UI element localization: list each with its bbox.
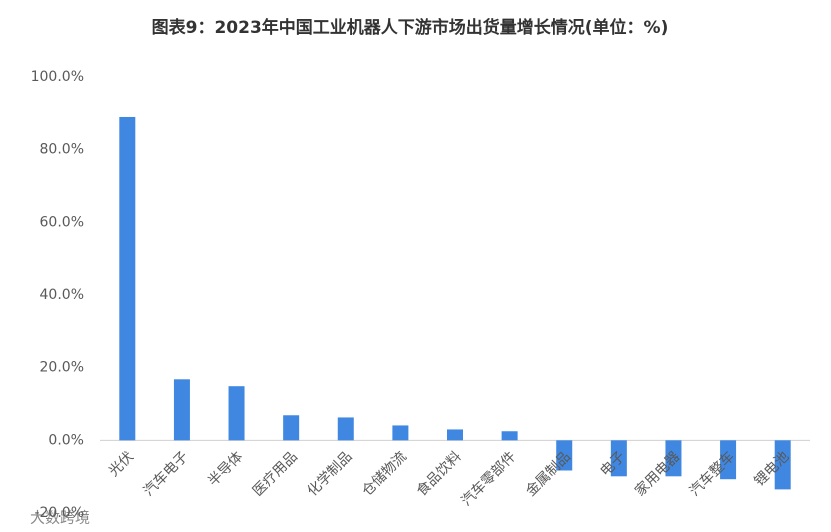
y-tick-label: 80.0% — [40, 142, 84, 158]
chart-title: 图表9：2023年中国工业机器人下游市场出货量增长情况(单位：%) — [152, 17, 669, 38]
x-tick-label: 半导体 — [205, 449, 246, 490]
y-tick-label: -20.0% — [34, 505, 84, 521]
y-tick-label: 20.0% — [40, 360, 84, 376]
bar — [720, 440, 737, 480]
x-tick-label: 汽车电子 — [140, 448, 192, 500]
bar — [337, 417, 354, 441]
x-tick-label: 金属制品 — [523, 449, 574, 500]
bar — [173, 379, 190, 441]
bar — [501, 431, 518, 441]
x-tick-label: 医疗用品 — [250, 449, 301, 500]
y-tick-label: 60.0% — [40, 214, 84, 230]
bar — [392, 425, 409, 441]
y-tick-label: 100.0% — [31, 69, 84, 85]
x-tick-label: 光伏 — [106, 449, 137, 480]
bar — [119, 116, 136, 441]
bar — [228, 386, 245, 441]
bar — [610, 440, 627, 477]
bar — [447, 429, 463, 441]
bar — [283, 415, 300, 441]
brand: 大数跨境 — [30, 509, 90, 527]
bar — [774, 440, 791, 490]
x-tick-label: 食品饮料 — [413, 448, 465, 500]
x-tick-label: 仓储物流 — [359, 449, 410, 500]
x-tick-label: 化学制品 — [305, 449, 356, 500]
bar — [556, 440, 573, 471]
bar — [665, 440, 682, 477]
y-tick-label: 40.0% — [40, 287, 84, 303]
y-tick-label: 0.0% — [48, 432, 84, 448]
x-tick-label: 汽车零部件 — [458, 448, 520, 510]
